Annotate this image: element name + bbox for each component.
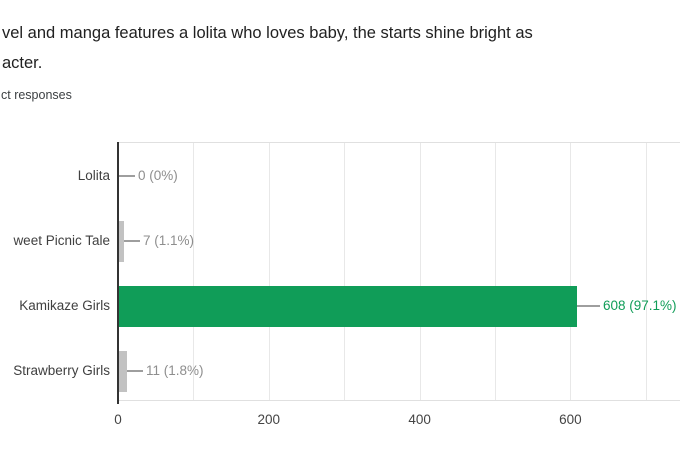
- bar: [119, 285, 577, 327]
- bar-value-label: 608 (97.1%): [603, 298, 677, 313]
- axis-baseline: [117, 142, 119, 404]
- bar: [119, 220, 124, 262]
- category-label: Strawberry Girls: [13, 363, 110, 378]
- x-tick-label: 0: [114, 412, 122, 427]
- gridline: [495, 142, 496, 401]
- annotation-stem: [124, 240, 140, 242]
- question-title-line2: acter.: [2, 54, 43, 72]
- x-tick-label: 200: [257, 412, 281, 427]
- gridline: [420, 142, 421, 401]
- responses-count: ct responses: [1, 88, 72, 102]
- question-title-line1: vel and manga features a lolita who love…: [2, 24, 533, 42]
- category-label: weet Picnic Tale: [13, 233, 110, 248]
- gridline: [269, 142, 270, 401]
- chart-plot-area: 0 (0%) 7 (1.1%) 608 (97.1%) 11 (1.8%): [117, 142, 680, 404]
- bar-value-label: 7 (1.1%): [143, 233, 195, 248]
- plot-top-border: [118, 142, 680, 143]
- category-label: Kamikaze Girls: [19, 298, 110, 313]
- bar-value-label: 11 (1.8%): [146, 363, 204, 378]
- annotation-stem: [577, 305, 600, 307]
- annotation-stem: [119, 175, 135, 177]
- bar: [119, 350, 127, 392]
- gridline: [193, 142, 194, 401]
- annotation-stem: [127, 370, 143, 372]
- x-tick-label: 400: [408, 412, 431, 427]
- category-label: Lolita: [77, 168, 110, 183]
- x-tick-label: 600: [559, 412, 582, 427]
- question-title: vel and manga features a lolita who love…: [2, 18, 533, 78]
- gridline: [646, 142, 647, 401]
- gridline: [344, 142, 345, 401]
- bar-value-label: 0 (0%): [138, 168, 178, 183]
- plot-bottom-border: [118, 400, 680, 401]
- gridline: [570, 142, 571, 401]
